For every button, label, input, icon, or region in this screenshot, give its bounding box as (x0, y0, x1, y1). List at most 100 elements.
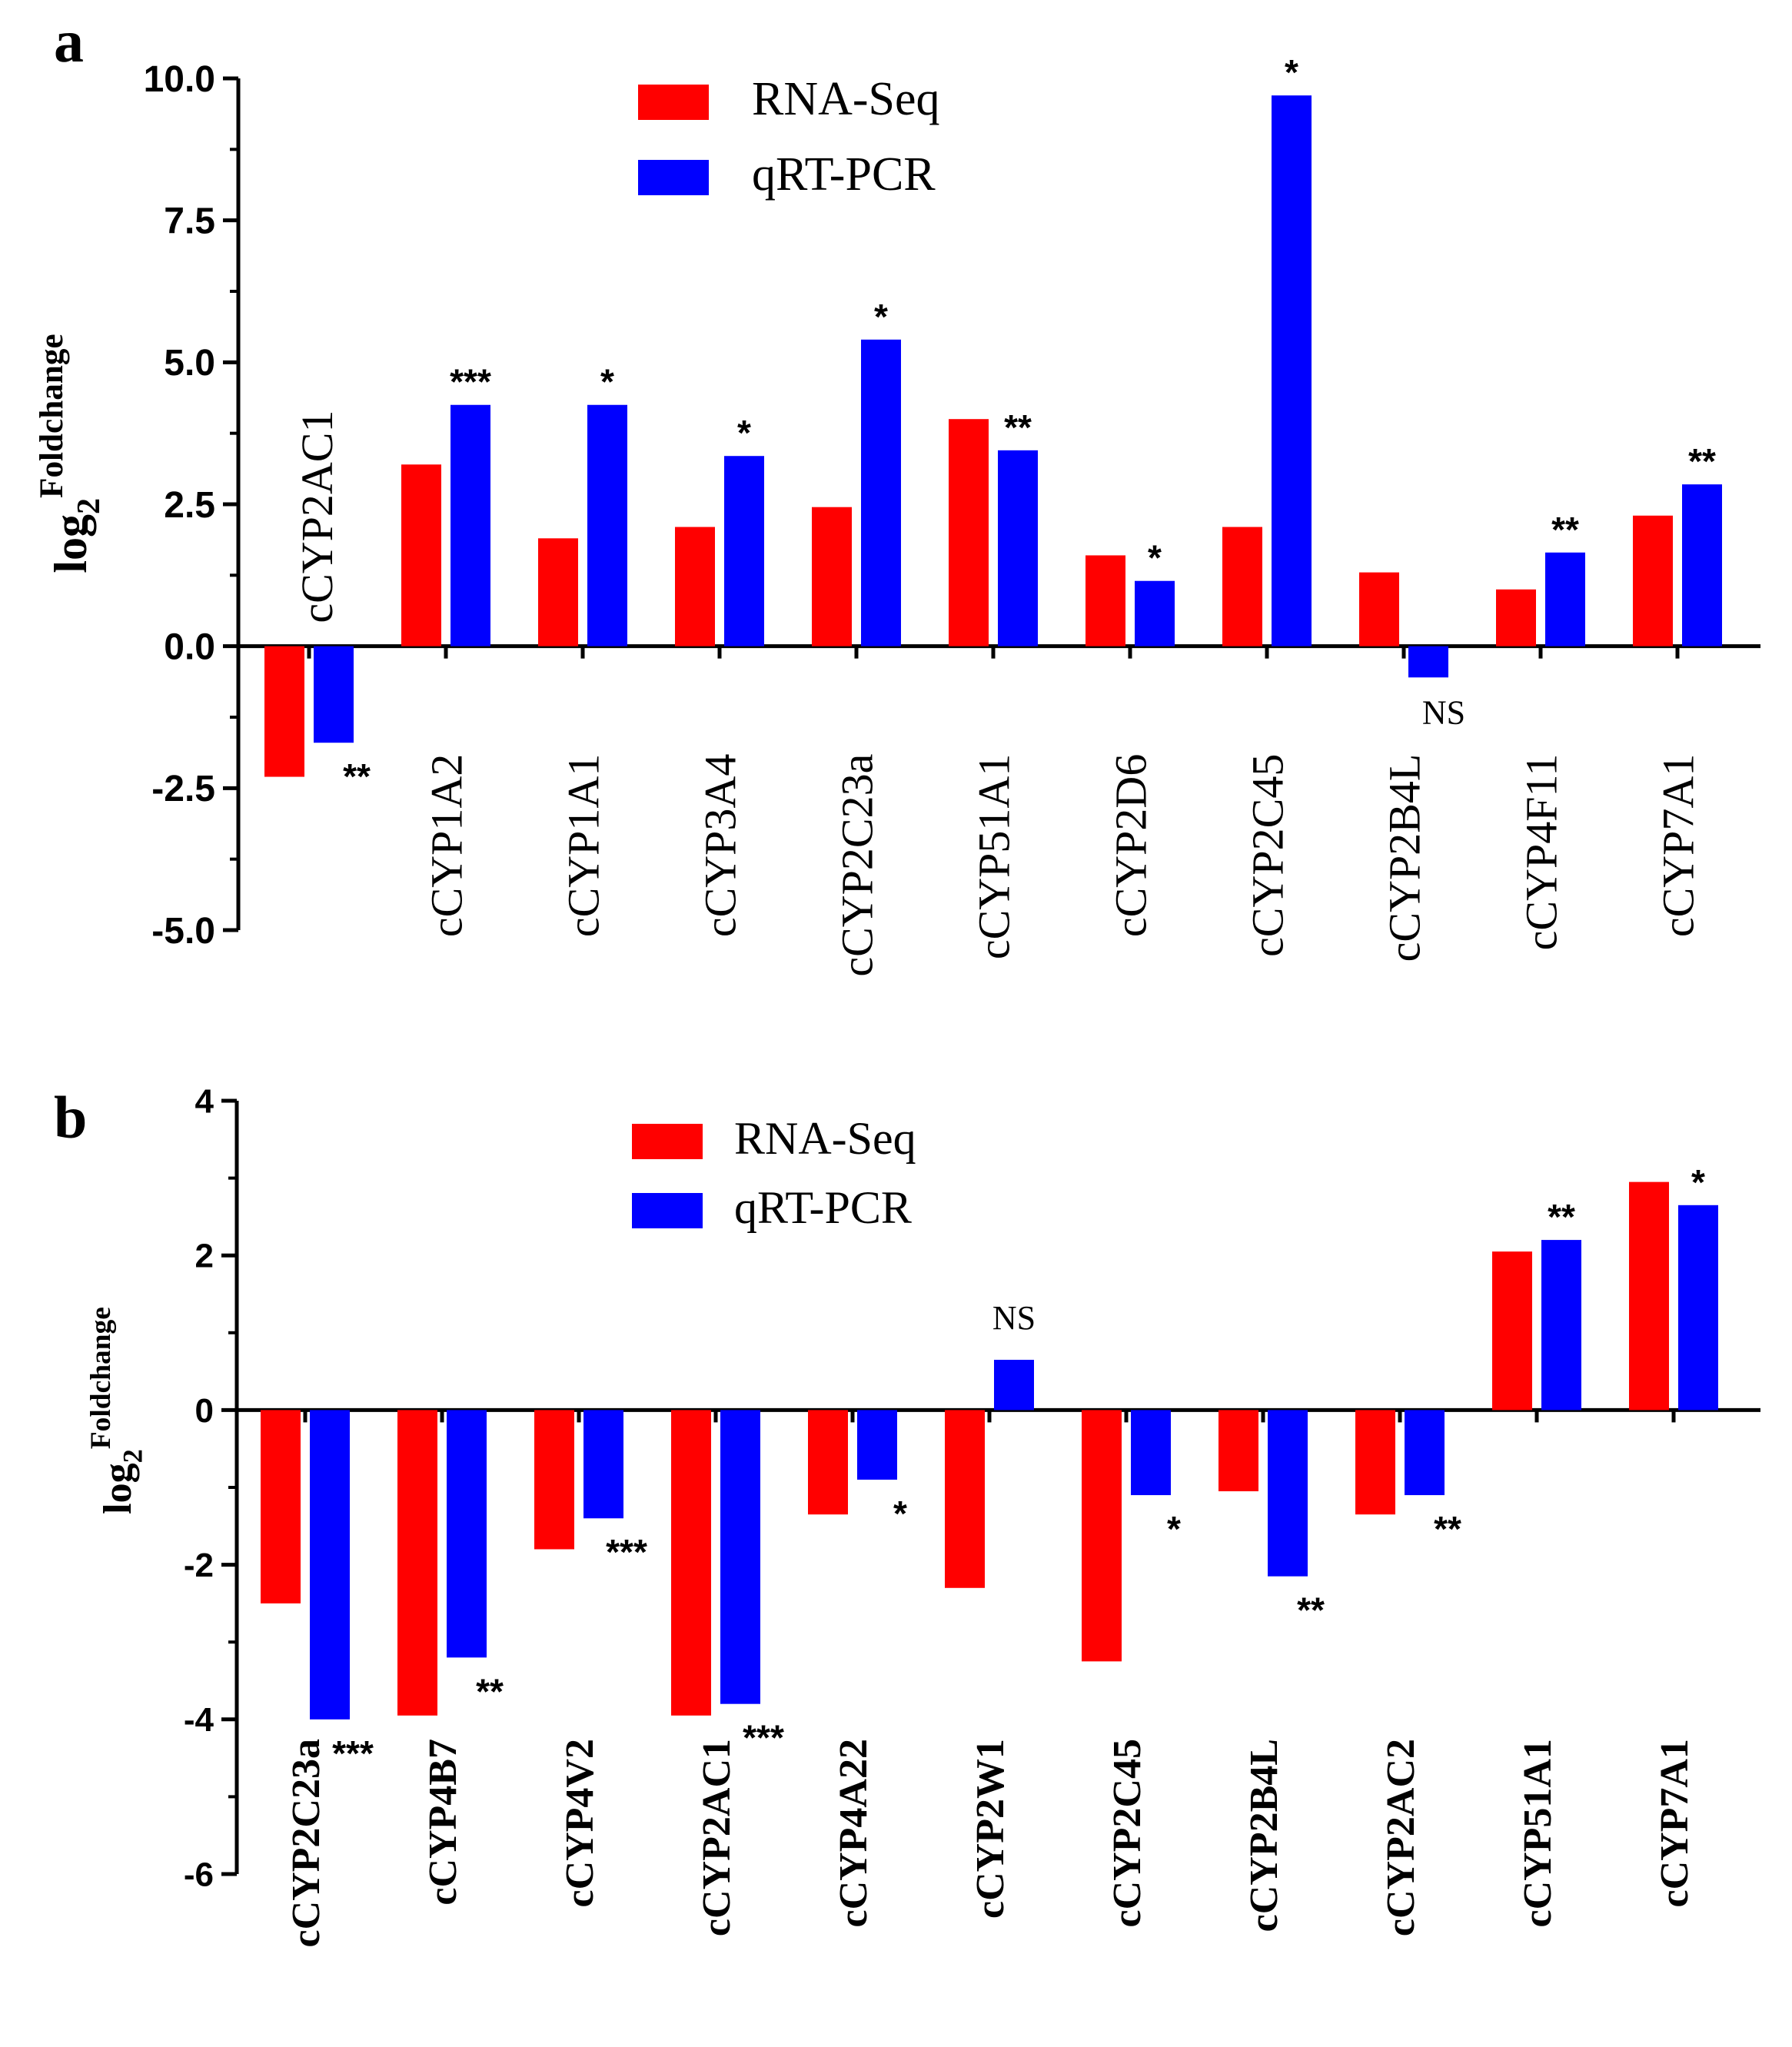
x-category-label: cCYP2AC1 (292, 410, 342, 623)
panel-a-letter: a (54, 8, 84, 75)
y-tick-label: 2 (195, 1238, 214, 1275)
x-category-label: cCYP4V2 (558, 1739, 602, 1908)
x-category-label: cCYP1A1 (558, 754, 608, 937)
bar (1678, 1205, 1718, 1411)
x-category-label: cCYP4F11 (1516, 754, 1566, 951)
bar (675, 527, 715, 646)
bar (1359, 572, 1399, 646)
y-axis-label-sub: 2 (71, 498, 107, 514)
y-axis-label-log: log (45, 514, 96, 573)
bar (1545, 552, 1585, 646)
significance-label: * (1148, 538, 1162, 578)
bar (1355, 1410, 1395, 1515)
x-category-label: cCYP2B4L (1242, 1739, 1286, 1932)
bar (261, 1410, 301, 1603)
y-tick-label: -5.0 (151, 911, 215, 952)
significance-label: * (737, 413, 751, 453)
significance-label: ** (343, 756, 371, 796)
significance-label: * (600, 362, 614, 402)
legend-swatch (632, 1124, 703, 1159)
legend-label: RNA-Seq (752, 73, 940, 125)
bar (534, 1410, 574, 1550)
panel-b-letter: b (54, 1084, 87, 1151)
x-category-label: cCYP4A22 (832, 1739, 876, 1928)
bar (949, 419, 989, 646)
y-tick-label: 2.5 (164, 485, 215, 526)
bar (945, 1410, 985, 1588)
bar (994, 1360, 1034, 1411)
bar (861, 339, 901, 646)
bar (264, 646, 304, 777)
significance-label: * (874, 297, 888, 337)
x-category-label: cCYP51A1 (1516, 1739, 1560, 1928)
bar (1541, 1240, 1581, 1411)
significance-label: * (1691, 1162, 1705, 1202)
bar (587, 404, 627, 646)
bar (1633, 515, 1673, 646)
x-category-label: cCYP2B4L (1379, 754, 1429, 962)
significance-label: ** (1004, 407, 1032, 447)
x-category-label: cCYP51A1 (969, 754, 1019, 959)
bar (808, 1410, 848, 1515)
bar (310, 1410, 350, 1720)
legend-swatch (638, 160, 709, 195)
y-tick-label: 5.0 (164, 343, 215, 384)
significance-label: * (1167, 1509, 1181, 1549)
y-tick-label: 10.0 (144, 59, 215, 100)
significance-label: ** (1548, 1197, 1575, 1237)
bar (450, 404, 490, 646)
bar (1086, 555, 1125, 646)
bar (1268, 1410, 1308, 1577)
bar (1218, 1410, 1258, 1492)
x-category-label: cCYP2C45 (1105, 1739, 1149, 1928)
x-category-label: cCYP2C23a (832, 754, 882, 977)
bar (1682, 484, 1722, 646)
panel-b-chart: -6-4-2024log2FoldchangeRNA-SeqqRT-PCR***… (85, 1082, 1760, 1948)
bar (1082, 1410, 1122, 1662)
y-tick-label: -2.5 (151, 769, 215, 809)
x-category-label: cCYP1A2 (421, 754, 471, 937)
y-axis-label: log2Foldchange (85, 1307, 148, 1514)
y-tick-label: 4 (195, 1082, 214, 1120)
bar (812, 507, 852, 646)
significance-label: ** (1551, 510, 1579, 550)
bar (314, 646, 354, 743)
significance-label: *** (450, 362, 491, 402)
x-category-label: cCYP7A1 (1653, 1739, 1697, 1908)
y-axis-label-log: log (96, 1463, 140, 1514)
y-tick-label: -6 (184, 1856, 214, 1893)
bar (401, 464, 441, 646)
significance-label: ** (1688, 441, 1716, 481)
significance-label: NS (992, 1299, 1036, 1337)
bar (1135, 580, 1175, 646)
y-axis-label-sub: 2 (118, 1449, 148, 1463)
significance-label: * (893, 1494, 907, 1534)
bar (724, 456, 764, 646)
y-axis-label-sup: Foldchange (85, 1307, 117, 1449)
bar (1492, 1251, 1532, 1411)
x-category-label: cCYP2AC2 (1379, 1739, 1423, 1936)
significance-label: NS (1422, 693, 1465, 731)
significance-label: *** (332, 1733, 374, 1773)
significance-label: ** (476, 1671, 504, 1711)
bar (447, 1410, 487, 1658)
significance-label: *** (606, 1532, 647, 1572)
significance-label: ** (1297, 1590, 1325, 1630)
legend-swatch (638, 85, 709, 120)
y-tick-label: -4 (184, 1701, 214, 1739)
bar (1408, 646, 1448, 678)
bar (720, 1410, 760, 1704)
legend-label: qRT-PCR (734, 1182, 912, 1233)
bar (857, 1410, 897, 1480)
bar (1131, 1410, 1171, 1496)
significance-label: * (1285, 52, 1298, 92)
y-tick-label: -2 (184, 1547, 214, 1584)
x-category-label: cCYP4B7 (421, 1739, 465, 1906)
bar (1222, 527, 1262, 646)
significance-label: *** (743, 1718, 784, 1758)
bar (1629, 1181, 1669, 1411)
bar (671, 1410, 711, 1716)
y-tick-label: 7.5 (164, 201, 215, 241)
y-axis-label-sup: Foldchange (34, 334, 70, 498)
